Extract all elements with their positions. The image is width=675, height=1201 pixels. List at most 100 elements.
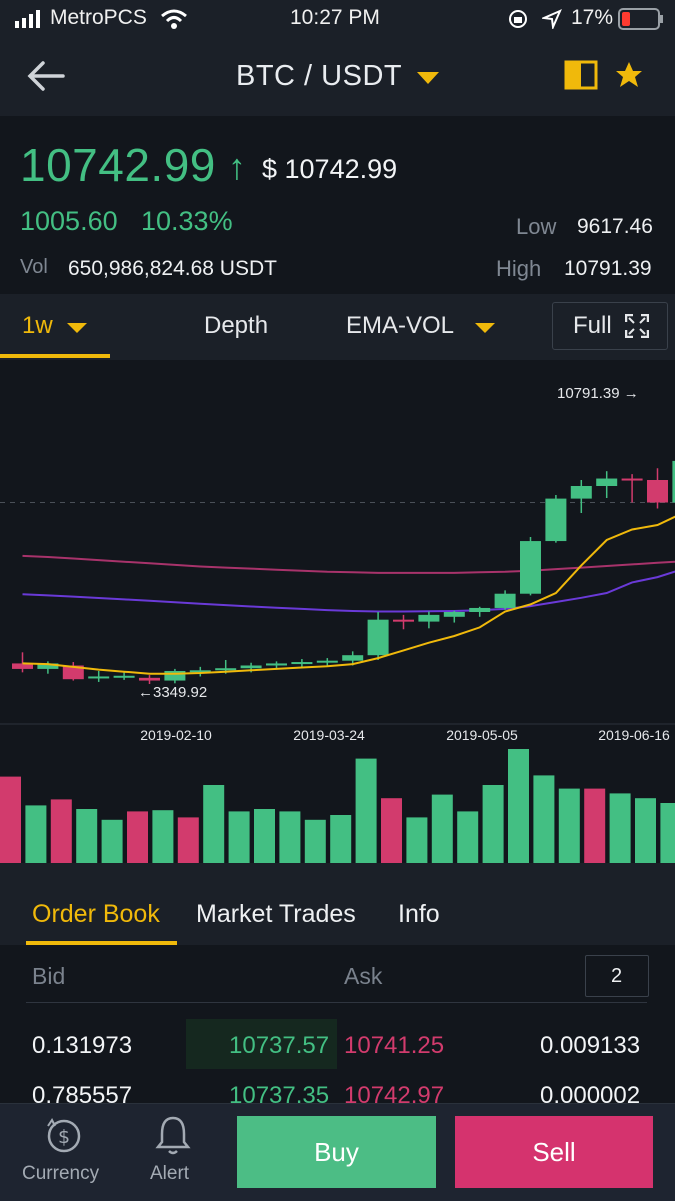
compare-icon[interactable] [564,60,598,90]
candle [418,612,439,629]
signal-icon [15,10,45,28]
candle [444,611,465,623]
candle [88,671,109,682]
tab-info[interactable]: Info [398,900,440,929]
volume-bar [356,759,377,863]
order-book-row[interactable]: 0.131973 10737.57 10741.25 0.009133 [0,1022,675,1068]
battery-percent: 17% [571,6,613,30]
volume-bar [330,815,351,863]
expand-icon [625,314,649,338]
volume-bar [584,789,605,863]
ema-fast-line [23,492,675,674]
ask-header: Ask [344,963,382,990]
clock: 10:27 PM [290,6,380,30]
volume-bar [508,749,529,863]
alert-button[interactable]: Alert [140,1104,210,1201]
candle-body [291,662,312,664]
vol-label: Vol [20,256,48,279]
interval-caret-icon[interactable] [66,322,88,334]
volume-bar [229,811,250,863]
candle [520,537,541,595]
chart-toolbar: 1w Depth EMA-VOL Full [0,296,675,358]
x-tick-label: 2019-02-10 [140,727,212,743]
candle [164,669,185,683]
book-divider [26,1002,647,1003]
order-book: Bid Ask 2 0.131973 10737.57 10741.25 0.0… [0,945,675,1105]
volume-chart[interactable] [0,743,675,863]
volume-bar [660,803,675,863]
candle-body [545,499,566,541]
volume-bar [406,817,427,863]
volume-bar [559,789,580,863]
wifi-icon [160,8,188,30]
interval-selector[interactable]: 1w [22,312,53,340]
candle [571,480,592,513]
tab-market-trades[interactable]: Market Trades [196,900,356,929]
candlestick-chart[interactable]: 10791.39 → ←3349.92 2019-02-10 2019-03-24 20… [0,360,675,745]
tab-order-book[interactable]: Order Book [32,900,160,929]
candle-body [215,668,236,670]
interval-active-underline [0,354,110,358]
pair-title[interactable]: BTC / USDT [236,60,402,93]
high-value: 10791.39 [564,257,652,281]
volume-chart-svg [0,743,675,863]
volume-bar [432,795,453,863]
currency-switch-icon: $ [44,1116,84,1156]
candle [545,495,566,543]
low-label: Low [516,214,556,240]
candle [469,607,490,617]
bid-price: 10737.57 [229,1032,329,1060]
ask-price: 10741.25 [344,1032,444,1060]
price-summary: 10742.99 ↑ $ 10742.99 1005.60 10.33% Low… [0,116,675,294]
volume-bar [25,805,46,863]
volume-bar [203,785,224,863]
last-price: 10742.99 [20,138,216,192]
precision-value: 2 [611,965,622,988]
battery-icon [618,8,664,30]
volume-bar [51,799,72,863]
candle [12,652,33,672]
candle [368,612,389,660]
ema-slow-line [23,556,675,612]
low-marker: ←3349.92 [138,684,207,701]
vol-value: 650,986,824.68 USDT [68,257,277,281]
x-tick-label: 2019-05-05 [446,727,518,743]
candle-body [342,655,363,660]
sell-button[interactable]: Sell [455,1116,653,1188]
volume-bar [381,798,402,863]
candle-body [571,486,592,499]
high-label: High [496,256,541,282]
indicator-caret-icon[interactable] [474,322,496,334]
volume-bar [102,820,123,863]
candle-chart-svg: 10791.39 → ←3349.92 2019-02-10 2019-03-24 20… [0,360,675,745]
precision-selector[interactable]: 2 [585,955,649,997]
currency-label: Currency [22,1163,99,1185]
price-up-arrow: ↑ [228,146,246,188]
x-tick-label: 2019-03-24 [293,727,365,743]
usd-price: $ 10742.99 [262,154,397,185]
volume-bar [178,817,199,863]
currency-button[interactable]: $ Currency [18,1104,110,1201]
volume-bar [635,798,656,863]
fullscreen-button[interactable]: Full [552,302,668,350]
high-marker: 10791.39 → [557,385,639,402]
depth-tab[interactable]: Depth [204,312,268,340]
volume-bar [0,777,21,863]
candle [393,615,414,629]
indicator-selector[interactable]: EMA-VOL [346,312,454,340]
caret-down-icon[interactable] [416,71,440,85]
bell-icon [155,1114,191,1156]
rotation-lock-icon [508,9,528,29]
bid-header: Bid [32,963,65,990]
candle-body [317,661,338,663]
volume-bar [254,809,275,863]
location-icon [542,9,562,29]
buy-button[interactable]: Buy [237,1116,436,1188]
nav-header: BTC / USDT [0,38,675,116]
favorite-star-icon[interactable] [614,60,644,90]
candle-body [266,663,287,665]
svg-text:$: $ [58,1126,70,1148]
back-arrow-icon[interactable] [26,60,66,92]
candle-body [469,608,490,612]
candle-body [368,620,389,656]
